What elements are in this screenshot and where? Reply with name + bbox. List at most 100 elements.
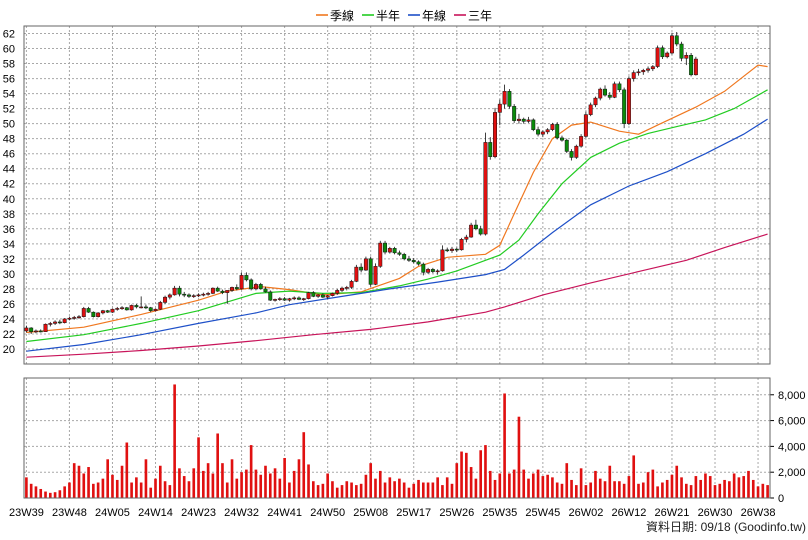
candlestick [277,297,282,301]
candlestick [335,288,340,295]
candle-body [325,295,330,298]
candle-body [660,47,665,58]
candle-body [459,239,464,251]
candlestick [469,222,474,238]
price-gridlines [24,33,770,350]
volume-bar [211,473,215,498]
candlestick [96,312,101,318]
volume-bar [479,450,483,498]
volume-bar [63,486,66,498]
volume-bar [25,477,28,498]
volume-bar [445,477,449,498]
candlestick [153,308,158,312]
candlestick [105,309,110,313]
volume-bar [388,477,392,498]
candle-body [306,292,311,299]
volume-bar [684,483,688,498]
volume-bar [101,478,105,498]
candle-body [72,317,77,319]
x-tick-label: 26W12 [611,507,646,519]
candle-body [536,129,541,135]
candlestick [215,286,220,292]
volume-bar [484,445,487,498]
candlestick [679,41,684,62]
volume-bar [125,442,129,498]
volume-bar [441,485,444,498]
candlestick [129,304,134,311]
price-tick-label: 32 [3,254,15,266]
volume-bar [670,474,674,498]
candle-body [421,263,426,273]
volume-bar [58,490,62,498]
volume-bar [178,468,181,498]
candlestick [86,306,91,313]
candlestick [516,113,521,124]
candle-body [641,70,646,73]
volume-bar [656,486,659,498]
candlestick [220,289,225,295]
volume-bar [197,437,200,498]
candlestick [445,247,450,253]
x-tick-label: 25W17 [396,507,431,519]
volume-bar [575,485,578,498]
candlestick [311,291,316,298]
candlestick [62,318,67,324]
candlestick [387,246,392,254]
volume-bar [579,468,583,498]
volume-bar [369,463,373,498]
candlestick [196,293,201,298]
candle-body [215,287,220,292]
candlestick [316,294,321,298]
volume-bar [469,467,473,498]
candlestick [38,329,43,333]
volume-bar [627,476,631,498]
candlestick [330,292,335,297]
volume-bar [249,445,253,498]
volume-bar [216,433,219,498]
candlestick [416,260,421,266]
volume-bar [53,492,57,498]
volume-bar [364,474,368,498]
candle-body [230,287,234,291]
candlestick [306,291,311,300]
candle-body [77,316,81,318]
x-axis: 23W39 23W48 24W05 24W14 24W23 24W32 24W41 24W50… [9,26,775,519]
volume-bar [345,481,349,498]
candle-body [603,88,607,96]
candle-body [512,106,517,121]
candlestick [550,122,555,132]
candle-body [588,104,593,115]
candlestick [191,294,196,298]
candle-body [440,249,445,272]
candle-body [206,293,211,295]
candlestick [450,246,454,253]
candle-body [646,68,651,71]
candle-body [158,302,163,310]
volume-tick-label: 2,000 [778,467,806,479]
candlestick [24,325,29,333]
candle-body [124,307,129,311]
candlestick [167,293,172,300]
candlestick [33,329,38,334]
candlestick [478,225,483,236]
candle-body [502,91,507,105]
volume-bar [202,470,205,498]
candle-body [665,52,670,58]
candlestick [230,286,234,292]
legend-label-year-ma: 年線 [422,8,446,23]
x-tick-label: 24W05 [95,507,130,519]
candlestick [622,87,627,129]
candlestick [641,68,646,75]
volume-bar [675,465,679,498]
volume-bar [144,459,148,498]
volume-bar [517,416,521,498]
candle-body [239,275,244,290]
volume-bar [221,463,224,498]
volume-bar [632,455,636,498]
candle-body [263,288,268,293]
candlestick [593,96,598,108]
candlestick [206,291,211,296]
price-tick-label: 56 [3,74,15,86]
candle-body [497,103,502,113]
candlestick [373,263,378,286]
